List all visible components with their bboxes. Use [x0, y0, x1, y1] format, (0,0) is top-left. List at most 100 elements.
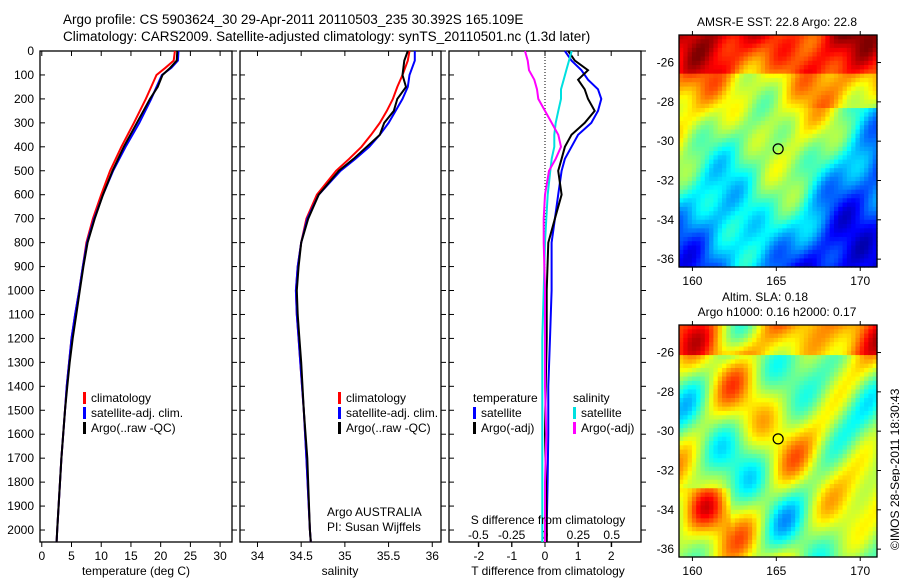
map-cell [747, 159, 753, 165]
map-cell [816, 552, 822, 558]
map-cell [717, 138, 723, 144]
map-cell [722, 206, 727, 212]
map-cell [739, 428, 745, 434]
map-cell [739, 176, 745, 182]
map-cell [743, 355, 749, 360]
map-cell [829, 518, 835, 524]
map-cell [760, 458, 766, 464]
map-cell [717, 82, 723, 88]
map-cell [795, 108, 801, 113]
map-cell [786, 441, 792, 446]
map-cell [816, 350, 822, 356]
map-cell [752, 535, 758, 541]
map-cell [868, 90, 874, 96]
map-cell [726, 380, 732, 386]
map-cell [786, 428, 792, 434]
map-cell [734, 86, 740, 92]
map-cell [752, 393, 758, 399]
map-cell [790, 531, 796, 537]
map-cell [782, 342, 788, 348]
map-cell [691, 544, 697, 550]
map-cell [747, 458, 753, 464]
map-cell [790, 333, 796, 339]
map-cell [696, 116, 702, 122]
map-cell [722, 108, 727, 113]
map-cell [833, 376, 839, 382]
map-cell [795, 245, 801, 251]
map-cell [872, 159, 878, 165]
map-cell [872, 47, 878, 53]
x-axis-label: T difference from climatology [471, 564, 625, 578]
map-cell [722, 419, 727, 425]
map-cell [752, 346, 758, 352]
map-cell [829, 211, 835, 217]
map-cell [868, 138, 874, 144]
map-cell [760, 393, 766, 399]
map-cell [833, 172, 839, 178]
map-cell [726, 535, 732, 541]
map-cell [778, 254, 783, 260]
map-cell [778, 436, 783, 442]
map-cell [687, 116, 693, 122]
map-cell [739, 552, 745, 558]
map-cell [786, 249, 792, 255]
map-cell [825, 539, 831, 545]
map-cell [760, 103, 766, 109]
map-cell [717, 228, 723, 234]
map-cell [747, 501, 753, 507]
map-cell [821, 47, 826, 53]
map-cell [808, 539, 814, 545]
map-cell [743, 138, 749, 144]
map-cell [739, 43, 745, 49]
map-cell [773, 458, 779, 464]
map-cell [808, 363, 814, 369]
map-cell [803, 462, 809, 468]
map-cell [696, 193, 702, 199]
map-cell [756, 159, 762, 165]
map-cell [838, 548, 844, 554]
map-cell [747, 531, 753, 537]
map-cell [760, 112, 766, 118]
map-cell [739, 548, 745, 554]
map-cell [713, 380, 719, 386]
map-cell [743, 488, 749, 494]
map-cell [713, 333, 719, 339]
map-cell [790, 249, 796, 255]
map-cell [704, 90, 710, 96]
map-cell [846, 479, 852, 485]
map-cell [734, 535, 740, 541]
map-cell [743, 211, 749, 217]
map-cell [687, 224, 693, 229]
map-cell [717, 181, 723, 186]
map-cell [812, 211, 818, 217]
map-cell [851, 47, 857, 53]
map-cell [765, 151, 770, 156]
map-cell [752, 479, 758, 485]
map-cell [808, 86, 814, 92]
map-cell [747, 350, 753, 356]
map-cell [812, 488, 818, 494]
map-cell [825, 453, 831, 459]
map-cell [778, 350, 783, 356]
map-cell [683, 215, 689, 221]
map-cell [825, 90, 831, 96]
map-cell [734, 471, 740, 476]
map-cell [812, 389, 818, 395]
map-cell [773, 363, 779, 369]
map-cell [790, 155, 796, 161]
map-cell [846, 103, 852, 109]
map-cell [709, 419, 715, 425]
map-cell [864, 138, 869, 144]
map-cell [765, 449, 770, 455]
map-cell [838, 52, 844, 58]
map-cell [773, 172, 779, 178]
map-cell [816, 133, 822, 139]
map-cell [691, 159, 697, 165]
map-cell [773, 355, 779, 360]
map-cell [846, 398, 852, 403]
map-cell [726, 376, 732, 382]
map-cell [786, 52, 792, 58]
map-cell [700, 514, 706, 519]
x-tick-label: 34 [251, 549, 265, 563]
map-cell [872, 43, 878, 49]
